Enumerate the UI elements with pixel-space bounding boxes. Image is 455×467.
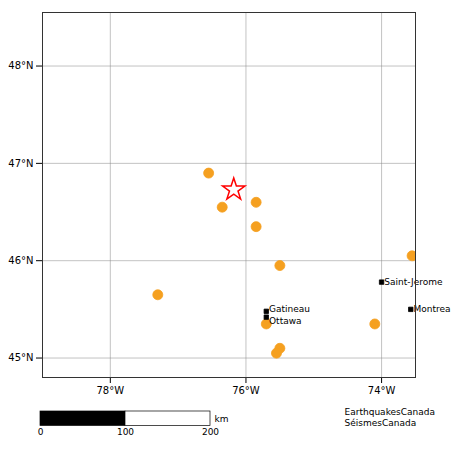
svg-text:200: 200 xyxy=(202,427,219,437)
svg-text:100: 100 xyxy=(117,427,134,437)
svg-text:46°N: 46°N xyxy=(8,255,33,266)
svg-text:78°W: 78°W xyxy=(97,385,125,396)
svg-text:48°N: 48°N xyxy=(8,60,33,71)
svg-text:47°N: 47°N xyxy=(8,158,33,169)
svg-text:km: km xyxy=(215,414,229,424)
svg-text:Montrea: Montrea xyxy=(413,304,450,314)
svg-text:Saint-Jerome: Saint-Jerome xyxy=(384,277,443,287)
svg-text:Ottawa: Ottawa xyxy=(269,316,302,326)
html-text:EarthquakesCanada SéismesCanad: EarthquakesCanada SéismesCanada xyxy=(344,407,435,428)
svg-text:0: 0 xyxy=(38,427,44,437)
svg-text:74°W: 74°W xyxy=(368,385,396,396)
svg-text:Gatineau: Gatineau xyxy=(269,304,310,314)
svg-text:45°N: 45°N xyxy=(8,352,33,363)
svg-text:76°W: 76°W xyxy=(232,385,260,396)
